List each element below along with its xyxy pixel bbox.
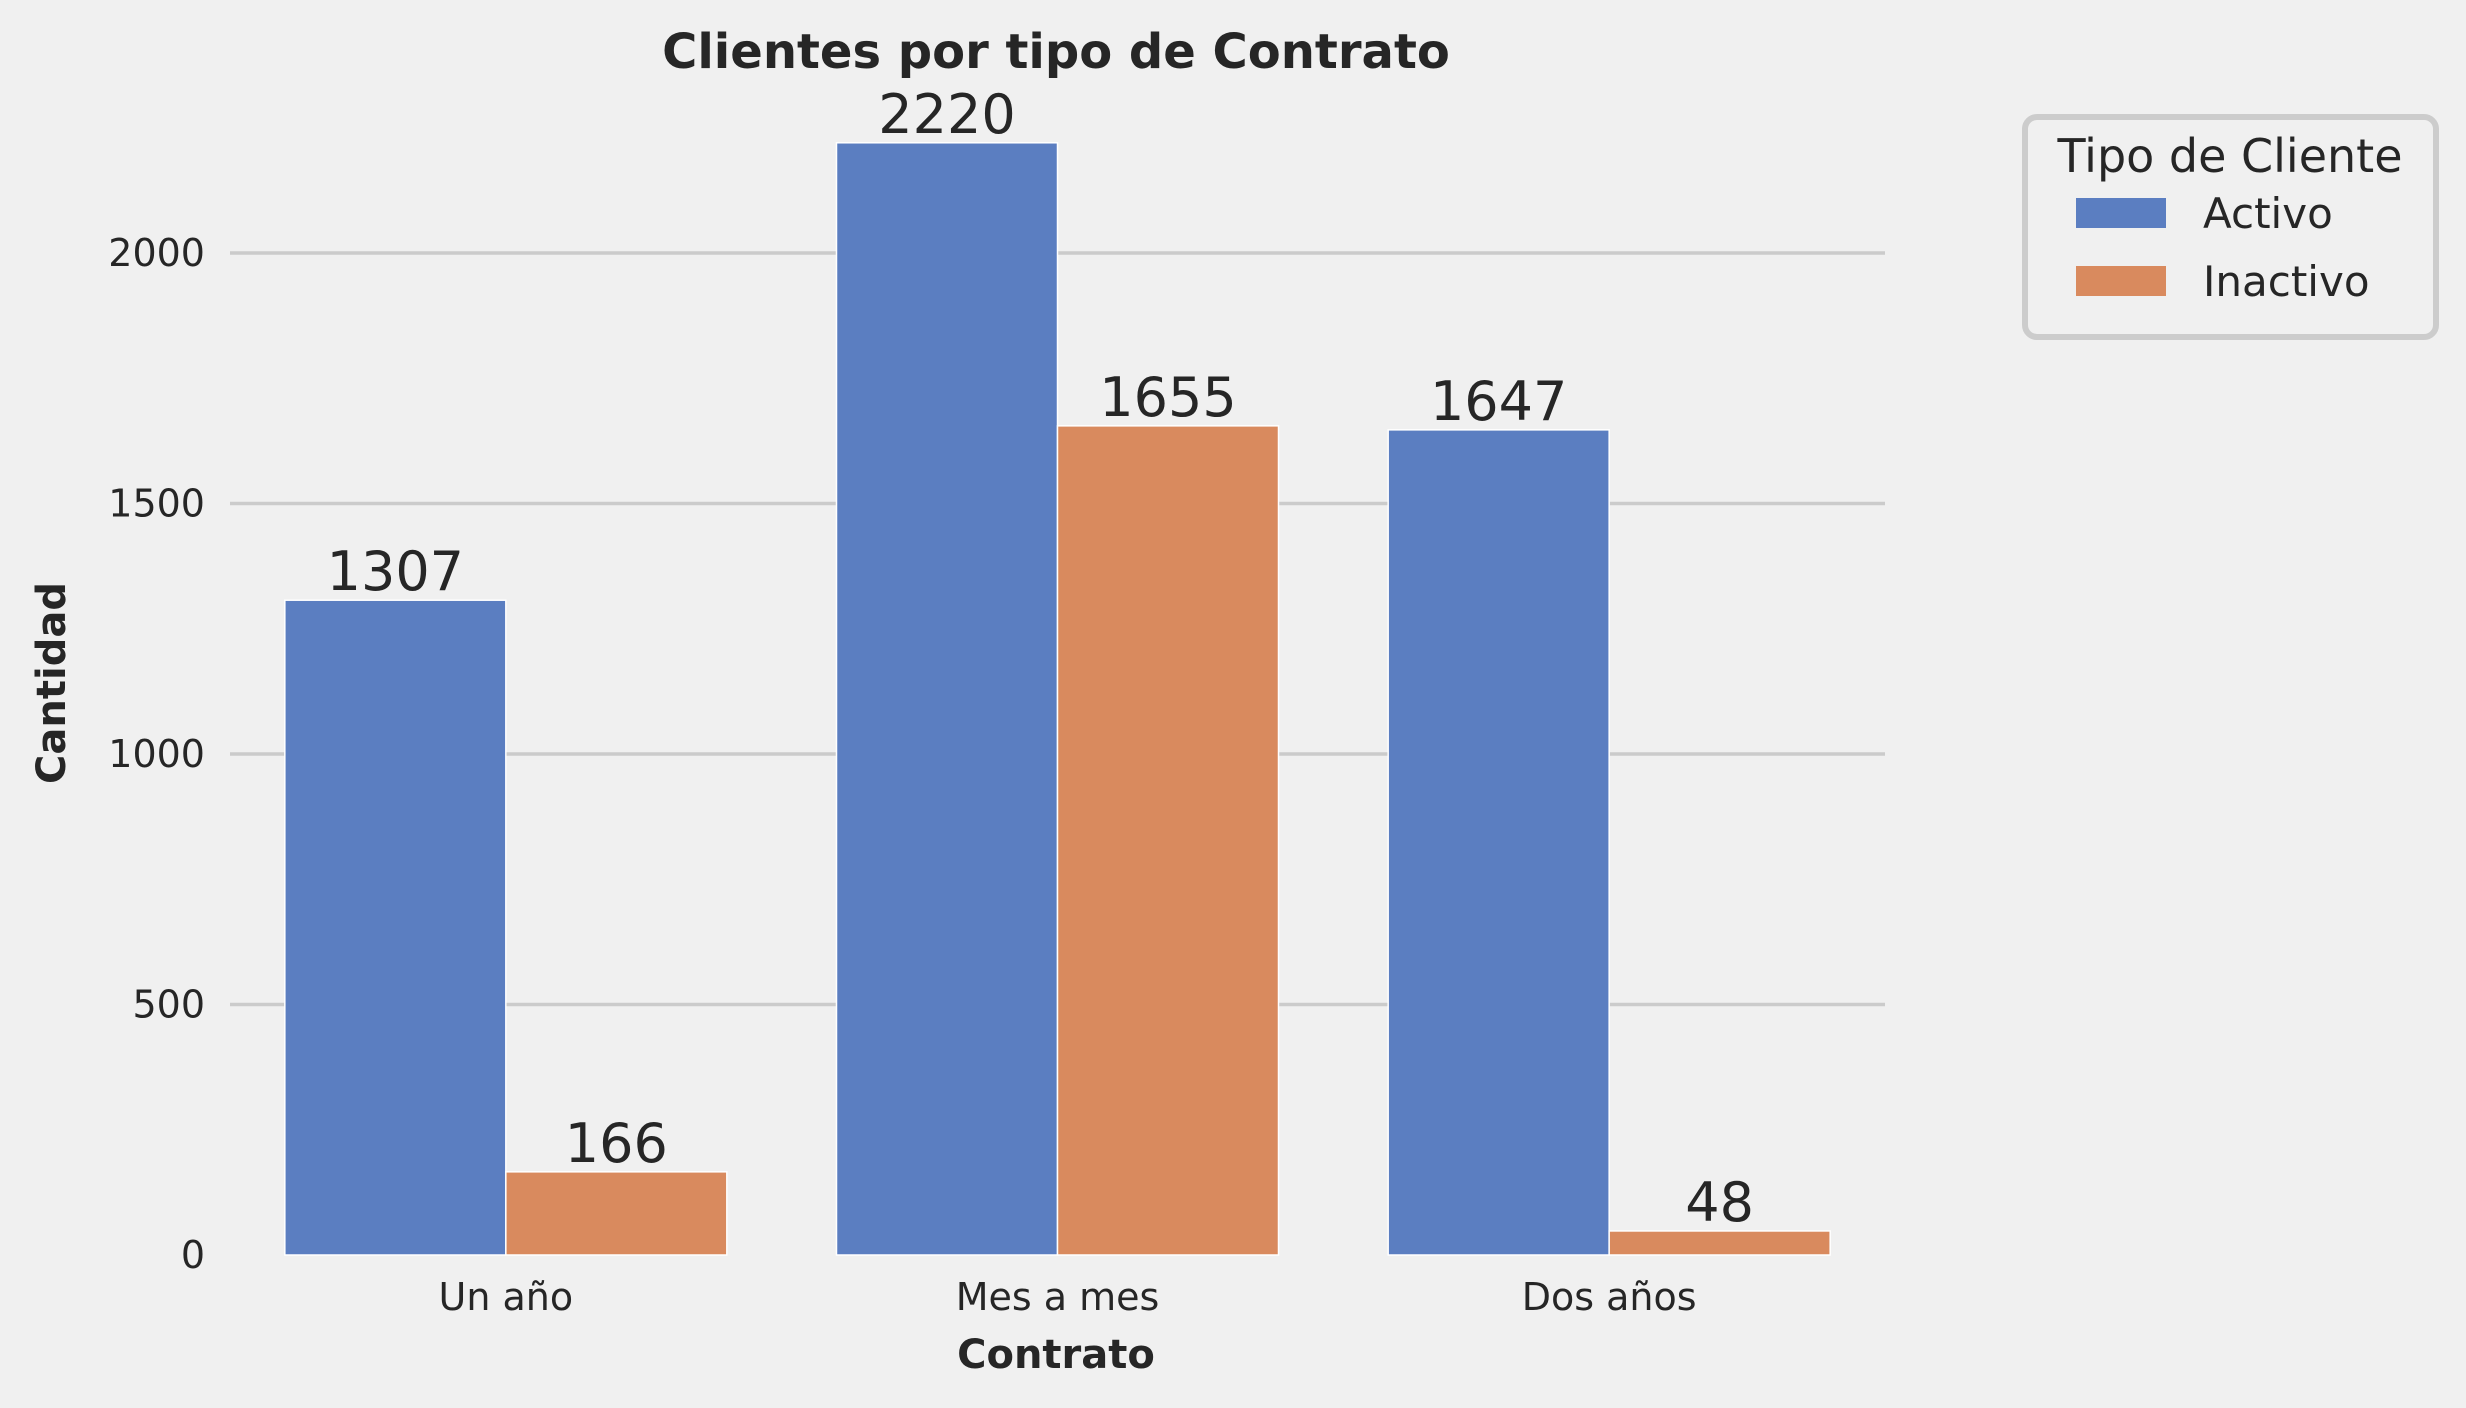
bar-value-label: 1647 <box>1430 370 1567 433</box>
bar-value-label: 1655 <box>1099 366 1236 429</box>
y-tick-label: 1000 <box>108 732 205 776</box>
bar-value-label: 1307 <box>327 540 464 603</box>
bar-inactivo-2 <box>1608 1230 1831 1256</box>
bar-value-label: 2220 <box>878 83 1015 146</box>
legend-items: Activo Inactivo <box>2076 189 2370 306</box>
legend-label-activo: Activo <box>2203 189 2333 238</box>
bar-activo-0 <box>284 599 507 1256</box>
bar-value-label: 48 <box>1685 1171 1754 1234</box>
legend-swatch-activo <box>2076 198 2166 228</box>
legend-swatch-inactivo <box>2076 266 2166 296</box>
y-axis-ticks: 0 500 1000 1500 2000 <box>108 231 205 1277</box>
bar-value-label: 166 <box>565 1112 668 1175</box>
legend-title: Tipo de Cliente <box>2056 129 2402 183</box>
y-tick-label: 500 <box>132 983 205 1027</box>
x-axis-ticks: Un año Mes a mes Dos años <box>439 1275 1697 1319</box>
y-tick-label: 1500 <box>108 482 205 526</box>
y-tick-label: 0 <box>181 1233 205 1277</box>
bars <box>284 142 1831 1256</box>
y-tick-label: 2000 <box>108 231 205 275</box>
bar-value-labels: 1307 166 2220 1655 1647 48 <box>327 83 1754 1234</box>
bar-inactivo-1 <box>1056 425 1280 1256</box>
y-axis-label: Cantidad <box>29 582 75 784</box>
legend: Tipo de Cliente Activo Inactivo <box>2022 114 2439 340</box>
chart-title: Clientes por tipo de Contrato <box>662 24 1450 80</box>
x-axis-label: Contrato <box>957 1332 1155 1378</box>
legend-label-inactivo: Inactivo <box>2203 257 2370 306</box>
x-tick-label: Dos años <box>1522 1275 1697 1319</box>
bar-activo-1 <box>835 142 1059 1256</box>
x-tick-label: Un año <box>439 1275 574 1319</box>
x-tick-label: Mes a mes <box>956 1275 1160 1319</box>
bar-activo-2 <box>1387 429 1610 1256</box>
bar-inactivo-0 <box>505 1171 728 1256</box>
